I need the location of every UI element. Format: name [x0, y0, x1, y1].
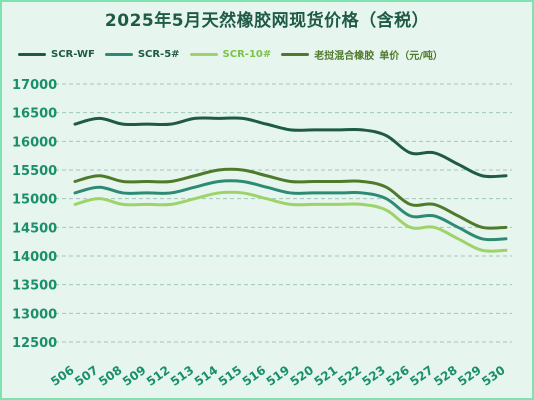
legend-item-scr-5: SCR-5#: [104, 48, 180, 60]
series-line-laos-mixed: [73, 167, 508, 230]
x-tick-label: 522: [335, 363, 364, 389]
series-line-scr-wf: [73, 116, 508, 179]
legend-item-scr-10: SCR-10#: [189, 48, 272, 60]
x-tick-label: 509: [120, 363, 149, 389]
legend: SCR-WF SCR-5# SCR-10# 老挝混合橡胶 单价（元/吨）: [18, 46, 528, 62]
x-tick-label: 529: [455, 363, 484, 389]
series-line-scr-10: [73, 190, 508, 253]
series-lines: [73, 116, 508, 253]
x-tick-label: 506: [48, 363, 77, 389]
y-tick-label: 15500: [12, 164, 57, 179]
legend-swatch-scr-5: [104, 52, 133, 56]
legend-label-scr-5: SCR-5#: [137, 48, 180, 60]
x-tick-label: 519: [264, 363, 293, 389]
y-tick-label: 12500: [12, 336, 57, 351]
gridlines: [55, 83, 512, 343]
x-tick-label: 526: [383, 363, 412, 389]
x-tick-label: 508: [96, 363, 125, 389]
x-tick-label: 530: [479, 363, 508, 389]
y-tick-label: 15000: [12, 193, 57, 208]
y-tick-label: 13000: [12, 307, 57, 322]
chart-title: 2025年5月天然橡胶网现货价格（含税）: [104, 11, 430, 31]
x-tick-label: 520: [288, 363, 317, 389]
x-tick-label: 514: [192, 363, 221, 389]
y-tick-label: 13500: [12, 279, 57, 294]
x-tick-label: 513: [168, 363, 197, 389]
series-line-scr-5: [73, 179, 508, 242]
legend-swatch-scr-10: [189, 52, 218, 56]
legend-label-laos-mixed: 老挝混合橡胶: [314, 50, 375, 62]
y-tick-label: 16000: [12, 135, 57, 150]
x-tick-label: 515: [216, 363, 245, 389]
legend-item-scr-wf: SCR-WF: [18, 49, 95, 60]
y-tick-label: 17000: [12, 78, 57, 93]
x-tick-label: 528: [431, 363, 460, 389]
x-tick-label: 516: [240, 363, 269, 389]
x-tick-label: 523: [359, 363, 388, 389]
y-tick-label: 16500: [12, 107, 57, 122]
legend-swatch-scr-wf: [18, 52, 46, 56]
legend-label-scr-10: SCR-10#: [222, 48, 272, 60]
legend-item-laos-mixed: 老挝混合橡胶 单价（元/吨）: [281, 47, 443, 62]
y-tick-label: 14000: [12, 250, 57, 265]
unit-label: 单价（元/吨）: [379, 50, 443, 62]
x-axis-labels: 5065075085095125135145155165195205215225…: [48, 363, 508, 389]
x-tick-label: 527: [407, 363, 436, 389]
x-tick-label: 521: [312, 363, 341, 389]
y-tick-label: 14500: [12, 221, 57, 236]
y-axis-labels: 12500 13000 13500 14000 14500 15000 15500 16000…: [12, 78, 57, 351]
x-tick-label: 512: [144, 363, 173, 389]
legend-label-scr-wf: SCR-WF: [51, 48, 95, 60]
x-tick-label: 507: [72, 363, 101, 389]
legend-swatch-laos-mixed: [281, 52, 310, 56]
